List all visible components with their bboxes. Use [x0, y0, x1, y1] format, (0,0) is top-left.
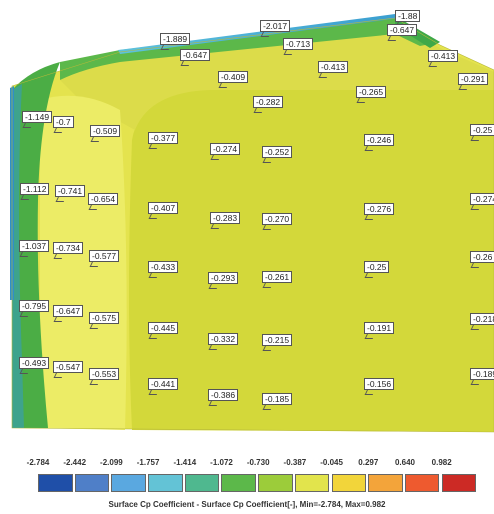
- probe-label: -2.017: [260, 20, 291, 32]
- probe-label: -0.575: [89, 312, 120, 324]
- probe-label: -1.149: [22, 111, 53, 123]
- legend-value: -1.757: [136, 458, 160, 467]
- probe-label: -0.283: [210, 212, 241, 224]
- surface-right-region: [129, 82, 494, 432]
- legend-value: 0.297: [358, 458, 379, 467]
- probe-label: -0.741: [55, 185, 86, 197]
- surface-left-region: [40, 95, 127, 430]
- probe-label: -0.189: [470, 368, 494, 380]
- probe-label: -0.270: [262, 213, 293, 225]
- probe-label: -0.377: [148, 132, 179, 144]
- probe-label: -0.252: [262, 146, 293, 158]
- probe-label: -0.647: [180, 49, 211, 61]
- legend-value: -1.072: [210, 458, 233, 467]
- legend-swatch: [38, 474, 73, 492]
- legend-value: 0.640: [394, 458, 416, 467]
- legend-swatch: [221, 474, 256, 492]
- probe-label: -0.218: [470, 313, 494, 325]
- legend-value: -1.414: [173, 458, 197, 467]
- probe-label: -0.647: [53, 305, 84, 317]
- probe-label: -0.409: [218, 71, 249, 83]
- legend-value: 0.982: [431, 458, 452, 467]
- probe-label: -0.274: [470, 193, 494, 205]
- legend-swatch: [74, 474, 110, 492]
- probe-label: -0.647: [387, 24, 418, 36]
- probe-label: -0.156: [364, 378, 395, 390]
- legend-swatch: [148, 474, 183, 492]
- probe-label: -0.734: [53, 242, 84, 254]
- legend-value: -0.045: [320, 458, 343, 467]
- probe-label: -0.185: [262, 393, 293, 405]
- probe-label: -0.215: [262, 334, 293, 346]
- legend-swatch: [294, 474, 330, 492]
- probe-label: -0.246: [364, 134, 395, 146]
- probe-label: -1.112: [20, 183, 50, 195]
- legend-swatch: [258, 474, 293, 492]
- probe-label: -1.889: [160, 33, 191, 45]
- surface-outline: [11, 17, 494, 433]
- probe-label: -0.386: [208, 389, 239, 401]
- legend-value: -2.784: [26, 458, 50, 467]
- legend-value: -2.442: [63, 458, 87, 467]
- probe-label: -0.577: [89, 250, 120, 262]
- probe-label: -0.7: [53, 116, 74, 128]
- probe-label: -0.413: [428, 50, 459, 62]
- probe-label: -0.433: [148, 261, 179, 273]
- legend-swatch: [331, 474, 366, 492]
- legend-value: -0.730: [246, 458, 270, 467]
- probe-label: -0.293: [208, 272, 239, 284]
- probe-label: -0.795: [19, 300, 50, 312]
- probe-label: -0.547: [53, 361, 84, 373]
- legend-swatch: [184, 474, 220, 492]
- probe-label: -0.26: [470, 251, 494, 263]
- legend-caption: Surface Cp Coefficient - Surface Cp Coef…: [108, 500, 386, 509]
- probe-label: -0.25: [470, 124, 494, 136]
- probe-label: -0.261: [262, 271, 293, 283]
- legend-swatch: [404, 474, 440, 492]
- probe-label: -0.654: [88, 193, 119, 205]
- probe-label: -0.441: [148, 378, 179, 390]
- probe-label: -0.276: [364, 203, 395, 215]
- probe-label: -0.265: [356, 86, 387, 98]
- probe-label: -0.509: [90, 125, 121, 137]
- legend-swatch: [368, 474, 403, 492]
- probe-label: -1.88: [395, 10, 421, 22]
- legend-value: -2.099: [100, 458, 123, 467]
- probe-label: -0.25: [364, 261, 390, 273]
- probe-label: -0.274: [210, 143, 241, 155]
- probe-label: -0.713: [283, 38, 314, 50]
- probe-label: -0.413: [318, 61, 349, 73]
- legend-color-bar: [38, 474, 478, 492]
- probe-label: -0.282: [253, 96, 284, 108]
- legend-value-row: -2.784 -2.442 -2.099 -1.757 -1.414 -1.072 -0.7…: [27, 458, 478, 470]
- probe-label: -0.493: [19, 357, 50, 369]
- probe-label: -0.332: [208, 333, 239, 345]
- probe-label: -0.191: [364, 322, 395, 334]
- probe-label: -0.407: [148, 202, 179, 214]
- legend-value: -0.387: [283, 458, 307, 467]
- probe-label: -0.445: [148, 322, 179, 334]
- surface-left-teal-band: [12, 84, 24, 428]
- legend-swatch: [441, 474, 477, 492]
- legend-swatch: [111, 474, 146, 492]
- probe-label: -0.553: [89, 368, 120, 380]
- probe-label: -0.291: [458, 73, 489, 85]
- probe-label: -1.037: [19, 240, 50, 252]
- surface-top-green-band: [60, 16, 440, 80]
